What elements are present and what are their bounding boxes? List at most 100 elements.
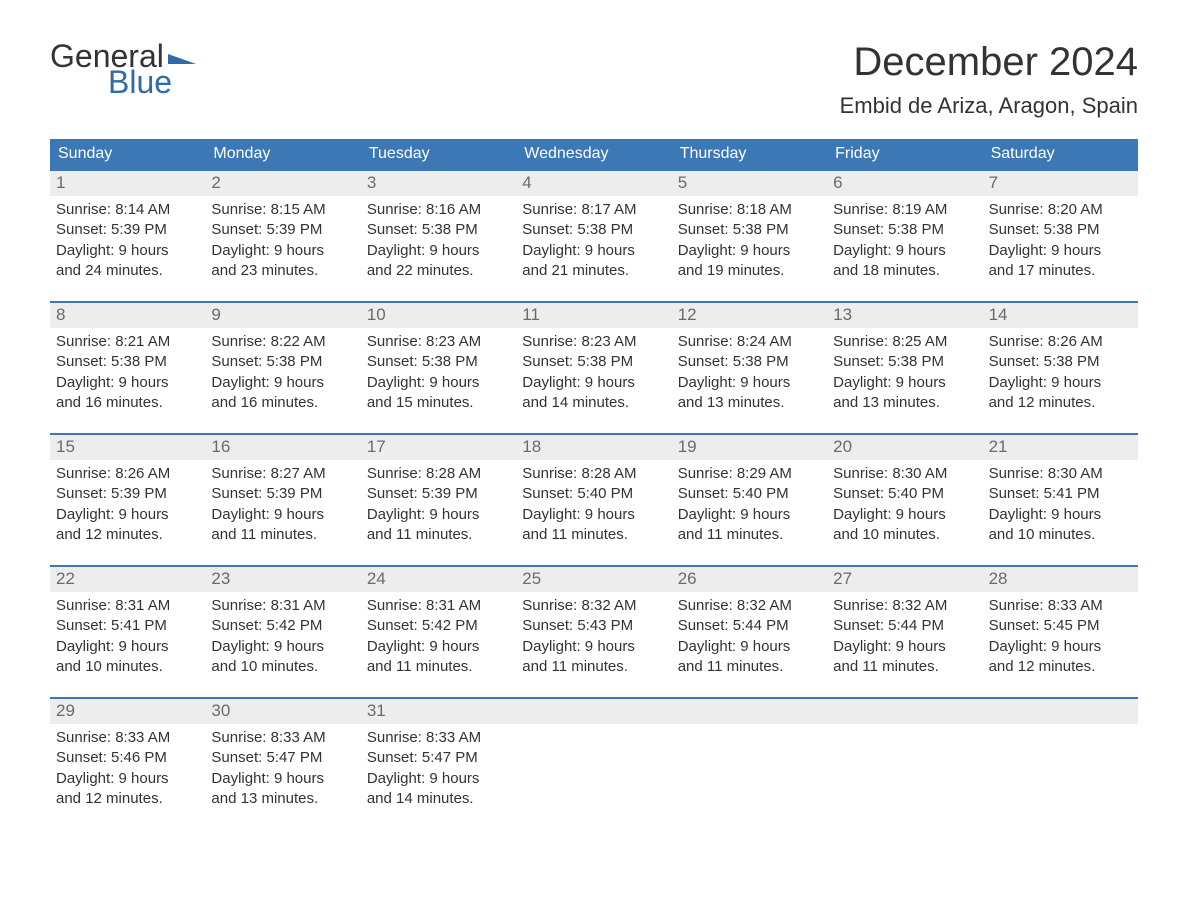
day-day1: Daylight: 9 hours xyxy=(833,241,976,261)
day-cell: 24Sunrise: 8:31 AMSunset: 5:42 PMDayligh… xyxy=(361,567,516,683)
day-sunrise: Sunrise: 8:16 AM xyxy=(367,200,510,220)
day-body: Sunrise: 8:30 AMSunset: 5:41 PMDaylight:… xyxy=(983,460,1138,551)
day-sunrise: Sunrise: 8:32 AM xyxy=(678,596,821,616)
day-sunset: Sunset: 5:38 PM xyxy=(522,352,665,372)
day-cell: 29Sunrise: 8:33 AMSunset: 5:46 PMDayligh… xyxy=(50,699,205,815)
day-cell: 4Sunrise: 8:17 AMSunset: 5:38 PMDaylight… xyxy=(516,171,671,287)
day-body: Sunrise: 8:19 AMSunset: 5:38 PMDaylight:… xyxy=(827,196,982,287)
day-number: 20 xyxy=(827,435,982,460)
day-sunrise: Sunrise: 8:31 AM xyxy=(56,596,199,616)
day-cell: 28Sunrise: 8:33 AMSunset: 5:45 PMDayligh… xyxy=(983,567,1138,683)
day-number: 5 xyxy=(672,171,827,196)
day-day2: and 24 minutes. xyxy=(56,261,199,281)
day-sunset: Sunset: 5:38 PM xyxy=(678,352,821,372)
day-number: 25 xyxy=(516,567,671,592)
day-body: Sunrise: 8:21 AMSunset: 5:38 PMDaylight:… xyxy=(50,328,205,419)
day-sunset: Sunset: 5:38 PM xyxy=(989,220,1132,240)
day-day1: Daylight: 9 hours xyxy=(989,241,1132,261)
day-sunrise: Sunrise: 8:27 AM xyxy=(211,464,354,484)
day-day2: and 21 minutes. xyxy=(522,261,665,281)
month-title: December 2024 xyxy=(840,40,1138,85)
day-body: Sunrise: 8:31 AMSunset: 5:42 PMDaylight:… xyxy=(361,592,516,683)
day-sunset: Sunset: 5:38 PM xyxy=(989,352,1132,372)
day-cell: 1Sunrise: 8:14 AMSunset: 5:39 PMDaylight… xyxy=(50,171,205,287)
day-day1: Daylight: 9 hours xyxy=(211,373,354,393)
day-sunset: Sunset: 5:38 PM xyxy=(367,352,510,372)
day-number-empty xyxy=(827,699,982,724)
day-day2: and 10 minutes. xyxy=(989,525,1132,545)
logo-text-blue: Blue xyxy=(108,66,196,98)
day-number: 31 xyxy=(361,699,516,724)
day-sunrise: Sunrise: 8:33 AM xyxy=(56,728,199,748)
day-number: 4 xyxy=(516,171,671,196)
day-sunrise: Sunrise: 8:15 AM xyxy=(211,200,354,220)
day-cell: 7Sunrise: 8:20 AMSunset: 5:38 PMDaylight… xyxy=(983,171,1138,287)
day-number: 22 xyxy=(50,567,205,592)
day-day2: and 12 minutes. xyxy=(989,393,1132,413)
day-body: Sunrise: 8:18 AMSunset: 5:38 PMDaylight:… xyxy=(672,196,827,287)
logo-triangle-icon xyxy=(168,54,196,64)
day-number: 2 xyxy=(205,171,360,196)
day-sunrise: Sunrise: 8:23 AM xyxy=(522,332,665,352)
day-sunset: Sunset: 5:42 PM xyxy=(367,616,510,636)
day-number: 23 xyxy=(205,567,360,592)
day-number: 17 xyxy=(361,435,516,460)
day-body: Sunrise: 8:33 AMSunset: 5:47 PMDaylight:… xyxy=(361,724,516,815)
day-cell: 9Sunrise: 8:22 AMSunset: 5:38 PMDaylight… xyxy=(205,303,360,419)
day-body: Sunrise: 8:23 AMSunset: 5:38 PMDaylight:… xyxy=(516,328,671,419)
day-sunrise: Sunrise: 8:32 AM xyxy=(833,596,976,616)
day-body: Sunrise: 8:32 AMSunset: 5:43 PMDaylight:… xyxy=(516,592,671,683)
day-day2: and 12 minutes. xyxy=(56,789,199,809)
day-number: 15 xyxy=(50,435,205,460)
day-number: 28 xyxy=(983,567,1138,592)
day-number-empty xyxy=(516,699,671,724)
day-day1: Daylight: 9 hours xyxy=(833,505,976,525)
day-number: 30 xyxy=(205,699,360,724)
day-day1: Daylight: 9 hours xyxy=(367,241,510,261)
day-sunset: Sunset: 5:39 PM xyxy=(56,484,199,504)
day-sunrise: Sunrise: 8:28 AM xyxy=(522,464,665,484)
day-number: 14 xyxy=(983,303,1138,328)
day-sunrise: Sunrise: 8:32 AM xyxy=(522,596,665,616)
day-cell: 27Sunrise: 8:32 AMSunset: 5:44 PMDayligh… xyxy=(827,567,982,683)
day-sunset: Sunset: 5:44 PM xyxy=(833,616,976,636)
day-day1: Daylight: 9 hours xyxy=(989,373,1132,393)
day-day1: Daylight: 9 hours xyxy=(522,241,665,261)
day-body: Sunrise: 8:31 AMSunset: 5:42 PMDaylight:… xyxy=(205,592,360,683)
day-day2: and 18 minutes. xyxy=(833,261,976,281)
day-sunset: Sunset: 5:40 PM xyxy=(522,484,665,504)
day-body: Sunrise: 8:22 AMSunset: 5:38 PMDaylight:… xyxy=(205,328,360,419)
day-day2: and 15 minutes. xyxy=(367,393,510,413)
day-sunset: Sunset: 5:38 PM xyxy=(367,220,510,240)
day-cell: 20Sunrise: 8:30 AMSunset: 5:40 PMDayligh… xyxy=(827,435,982,551)
day-sunrise: Sunrise: 8:18 AM xyxy=(678,200,821,220)
day-day1: Daylight: 9 hours xyxy=(367,505,510,525)
day-day2: and 13 minutes. xyxy=(833,393,976,413)
day-sunrise: Sunrise: 8:14 AM xyxy=(56,200,199,220)
week-row: 29Sunrise: 8:33 AMSunset: 5:46 PMDayligh… xyxy=(50,697,1138,815)
day-day2: and 10 minutes. xyxy=(211,657,354,677)
day-body: Sunrise: 8:24 AMSunset: 5:38 PMDaylight:… xyxy=(672,328,827,419)
day-day1: Daylight: 9 hours xyxy=(522,505,665,525)
day-cell xyxy=(672,699,827,815)
day-cell: 12Sunrise: 8:24 AMSunset: 5:38 PMDayligh… xyxy=(672,303,827,419)
day-number: 13 xyxy=(827,303,982,328)
location-subtitle: Embid de Ariza, Aragon, Spain xyxy=(840,93,1138,119)
day-number: 7 xyxy=(983,171,1138,196)
day-sunrise: Sunrise: 8:33 AM xyxy=(211,728,354,748)
day-number: 6 xyxy=(827,171,982,196)
day-body: Sunrise: 8:17 AMSunset: 5:38 PMDaylight:… xyxy=(516,196,671,287)
day-body: Sunrise: 8:30 AMSunset: 5:40 PMDaylight:… xyxy=(827,460,982,551)
day-sunrise: Sunrise: 8:22 AM xyxy=(211,332,354,352)
day-cell xyxy=(827,699,982,815)
calendar: SundayMondayTuesdayWednesdayThursdayFrid… xyxy=(50,139,1138,815)
day-cell: 19Sunrise: 8:29 AMSunset: 5:40 PMDayligh… xyxy=(672,435,827,551)
day-number: 19 xyxy=(672,435,827,460)
day-cell: 3Sunrise: 8:16 AMSunset: 5:38 PMDaylight… xyxy=(361,171,516,287)
day-sunrise: Sunrise: 8:23 AM xyxy=(367,332,510,352)
day-body: Sunrise: 8:15 AMSunset: 5:39 PMDaylight:… xyxy=(205,196,360,287)
day-cell: 16Sunrise: 8:27 AMSunset: 5:39 PMDayligh… xyxy=(205,435,360,551)
title-block: December 2024 Embid de Ariza, Aragon, Sp… xyxy=(840,40,1138,119)
weekday-header-cell: Wednesday xyxy=(516,139,671,169)
day-day1: Daylight: 9 hours xyxy=(56,769,199,789)
